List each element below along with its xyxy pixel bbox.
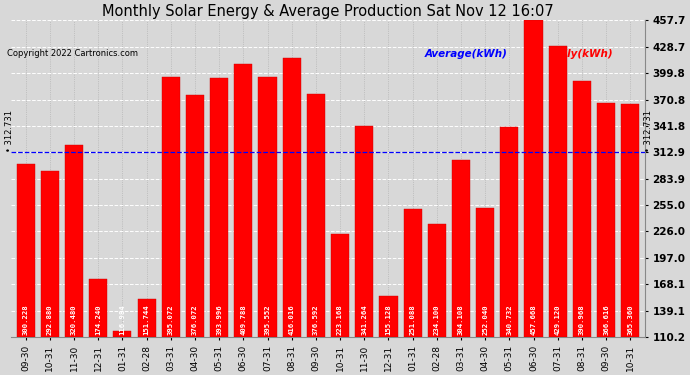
Bar [524,20,542,337]
Bar [380,296,397,337]
Text: 366.616: 366.616 [603,304,609,335]
Bar [186,95,204,337]
Bar [89,279,107,337]
Bar [355,126,373,337]
Text: 457.668: 457.668 [531,304,537,335]
Text: 416.016: 416.016 [288,304,295,335]
Text: 393.996: 393.996 [216,304,222,335]
Bar [137,299,156,337]
Bar [476,208,494,337]
Bar [404,209,422,337]
Bar [428,224,446,337]
Text: 340.732: 340.732 [506,304,513,335]
Bar [113,331,132,337]
Text: 116.984: 116.984 [119,304,126,335]
Text: 376.592: 376.592 [313,304,319,335]
Text: 223.168: 223.168 [337,304,343,335]
Text: 151.744: 151.744 [144,304,150,335]
Bar [259,77,277,337]
Text: • 312.731: • 312.731 [644,110,653,152]
Text: Copyright 2022 Cartronics.com: Copyright 2022 Cartronics.com [7,49,138,58]
Bar [597,104,615,337]
Text: 429.120: 429.120 [555,304,561,335]
Bar [17,164,34,337]
Text: 251.088: 251.088 [410,304,415,335]
Bar [549,46,566,337]
Text: 304.108: 304.108 [458,304,464,335]
Bar [234,64,253,337]
Bar [210,78,228,337]
Text: 395.552: 395.552 [264,304,270,335]
Text: 292.880: 292.880 [47,304,53,335]
Bar [307,94,325,337]
Text: 390.968: 390.968 [579,304,585,335]
Bar [621,105,640,337]
Text: 174.240: 174.240 [95,304,101,335]
Text: 365.360: 365.360 [627,304,633,335]
Text: 409.788: 409.788 [240,304,246,335]
Bar [573,81,591,337]
Text: 252.040: 252.040 [482,304,489,335]
Text: 395.072: 395.072 [168,304,174,335]
Bar [331,234,349,337]
Text: 320.480: 320.480 [71,304,77,335]
Bar [65,146,83,337]
Text: 234.100: 234.100 [434,304,440,335]
Bar [161,77,180,337]
Text: 376.072: 376.072 [192,304,198,335]
Text: 341.264: 341.264 [362,304,367,335]
Bar [452,160,470,337]
Bar [41,171,59,337]
Text: Daily(kWh): Daily(kWh) [549,49,613,59]
Title: Monthly Solar Energy & Average Production Sat Nov 12 16:07: Monthly Solar Energy & Average Productio… [102,4,554,19]
Text: • 312.731: • 312.731 [5,110,14,152]
Text: Average(kWh): Average(kWh) [424,49,507,59]
Bar [500,127,518,337]
Text: 300.228: 300.228 [23,304,29,335]
Text: 155.128: 155.128 [386,304,391,335]
Bar [283,58,301,337]
